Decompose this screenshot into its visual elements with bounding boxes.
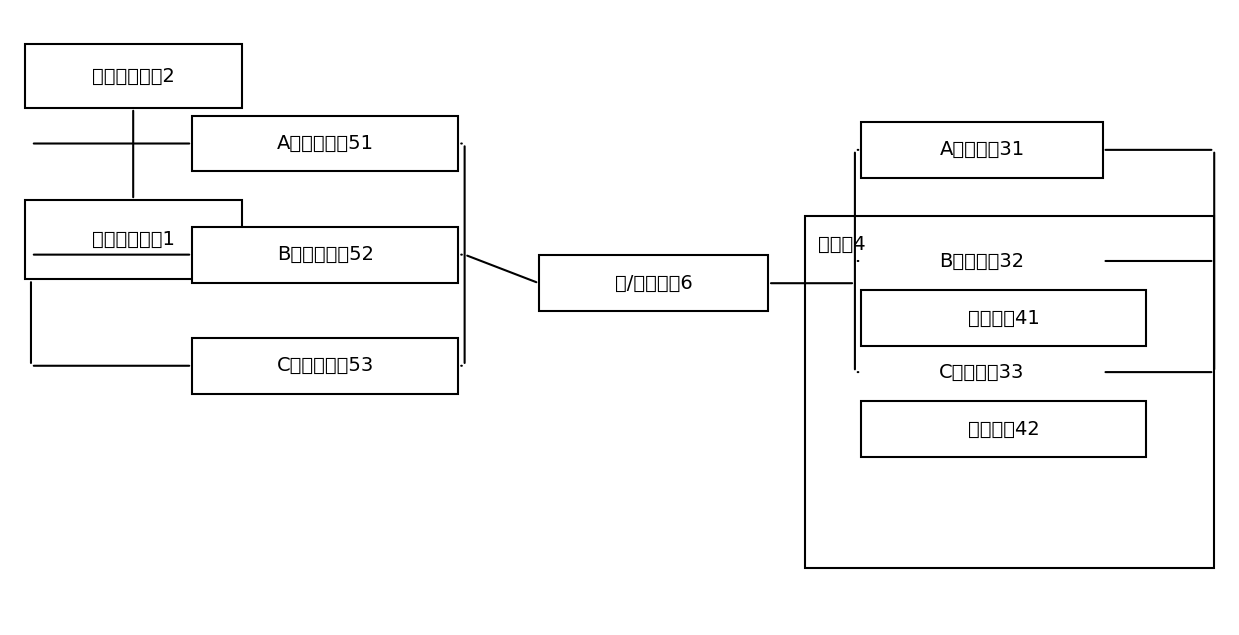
Bar	[25, 44, 242, 108]
Text: 三相用电设备1: 三相用电设备1	[92, 231, 175, 249]
Text: 模/数转换器6: 模/数转换器6	[615, 274, 693, 293]
Bar	[861, 401, 1146, 457]
Text: B存储单元32: B存储单元32	[939, 251, 1025, 271]
Bar	[192, 116, 458, 171]
Bar	[861, 344, 1103, 400]
Text: A存储单元31: A存储单元31	[939, 140, 1025, 159]
Text: C相采集单元53: C相采集单元53	[276, 356, 374, 375]
Text: A相采集单元51: A相采集单元51	[276, 134, 374, 153]
Text: 三相交流电源2: 三相交流电源2	[92, 67, 175, 86]
Bar	[25, 200, 242, 279]
Bar	[192, 227, 458, 283]
Bar	[192, 338, 458, 394]
Bar	[539, 255, 768, 311]
Bar	[861, 122, 1103, 178]
Bar	[861, 290, 1146, 346]
Text: C存储单元33: C存储单元33	[939, 363, 1025, 382]
Text: B相采集单元52: B相采集单元52	[276, 245, 374, 264]
Text: 判断单元42: 判断单元42	[968, 420, 1040, 439]
Text: 排序单元41: 排序单元41	[968, 309, 1040, 328]
Text: 处理器4: 处理器4	[818, 235, 865, 254]
Bar	[861, 233, 1103, 289]
Bar	[805, 216, 1214, 568]
